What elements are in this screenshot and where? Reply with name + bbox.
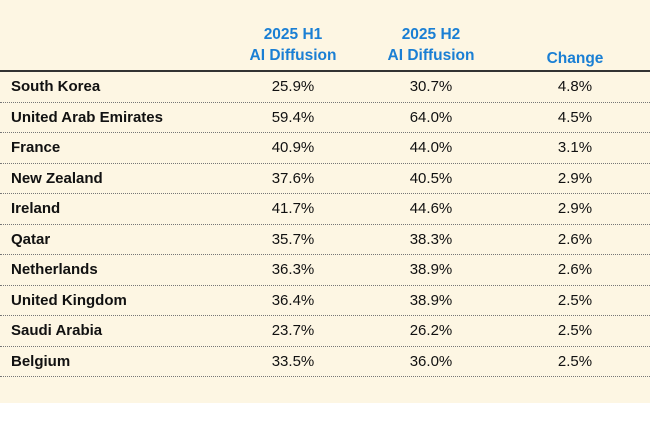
h1-value: 36.3% — [271, 261, 315, 278]
country-name: Netherlands — [11, 261, 98, 278]
h2-value: 64.0% — [409, 108, 453, 126]
country-name: United Kingdom — [11, 291, 127, 309]
country-name: France — [11, 139, 61, 156]
country-name: United Arab Emirates — [11, 108, 163, 126]
h1-value: 40.9% — [271, 139, 315, 156]
h1-value: 35.7% — [271, 230, 315, 248]
ai-diffusion-table: 2025 H1 AI Diffusion 2025 H2 AI Diffusio… — [0, 0, 650, 403]
h1-value: 59.4% — [271, 108, 315, 126]
change-value: 2.9% — [557, 200, 593, 217]
h1-value: 25.9% — [271, 78, 315, 95]
country-name: South Korea — [11, 78, 101, 95]
h2-value: 30.7% — [409, 78, 453, 95]
country-name: Saudi Arabia — [11, 322, 103, 339]
h2-value: 40.5% — [409, 169, 453, 187]
h2-value: 38.3% — [409, 230, 453, 248]
column-header-h1: 2025 H1 AI Diffusion — [249, 26, 337, 64]
change-value: 3.1% — [557, 139, 593, 156]
change-value: 4.8% — [557, 78, 593, 95]
country-name: Belgium — [11, 352, 71, 370]
country-name: Qatar — [11, 230, 51, 248]
h2-value: 38.9% — [409, 291, 453, 309]
country-name: Ireland — [11, 200, 61, 217]
table-row: Belgium 33.5% 36.0% 2.5% — [0, 347, 650, 377]
h1-value: 37.6% — [271, 169, 315, 187]
table-row: Qatar 35.7% 38.3% 2.6% — [0, 225, 650, 255]
h2-value: 44.6% — [409, 200, 453, 217]
change-value: 2.6% — [557, 261, 593, 278]
change-value: 2.9% — [557, 169, 593, 187]
change-value: 2.5% — [557, 291, 593, 309]
table-row: Netherlands 36.3% 38.9% 2.6% — [0, 255, 650, 286]
header-divider — [0, 70, 650, 72]
h1-value: 33.5% — [271, 352, 315, 370]
table-row: United Arab Emirates 59.4% 64.0% 4.5% — [0, 103, 650, 133]
h1-value: 36.4% — [271, 291, 315, 309]
table-row: New Zealand 37.6% 40.5% 2.9% — [0, 164, 650, 194]
table-row: Saudi Arabia 23.7% 26.2% 2.5% — [0, 316, 650, 347]
table-row: France 40.9% 44.0% 3.1% — [0, 133, 650, 164]
column-header-h2: 2025 H2 AI Diffusion — [387, 26, 475, 64]
change-value: 2.6% — [557, 230, 593, 248]
table-row: Ireland 41.7% 44.6% 2.9% — [0, 194, 650, 225]
table-body: South Korea 25.9% 30.7% 4.8% United Arab… — [0, 72, 650, 377]
change-value: 2.5% — [557, 322, 593, 339]
country-name: New Zealand — [11, 169, 103, 187]
change-value: 4.5% — [557, 108, 593, 126]
column-header-change: Change — [546, 50, 604, 67]
h2-value: 26.2% — [409, 322, 453, 339]
h2-value: 36.0% — [409, 352, 453, 370]
h2-value: 44.0% — [409, 139, 453, 156]
h1-value: 23.7% — [271, 322, 315, 339]
change-value: 2.5% — [557, 352, 593, 370]
table-row: United Kingdom 36.4% 38.9% 2.5% — [0, 286, 650, 316]
table-header: 2025 H1 AI Diffusion 2025 H2 AI Diffusio… — [0, 24, 650, 68]
h1-value: 41.7% — [271, 200, 315, 217]
h2-value: 38.9% — [409, 261, 453, 278]
table-row: South Korea 25.9% 30.7% 4.8% — [0, 72, 650, 103]
